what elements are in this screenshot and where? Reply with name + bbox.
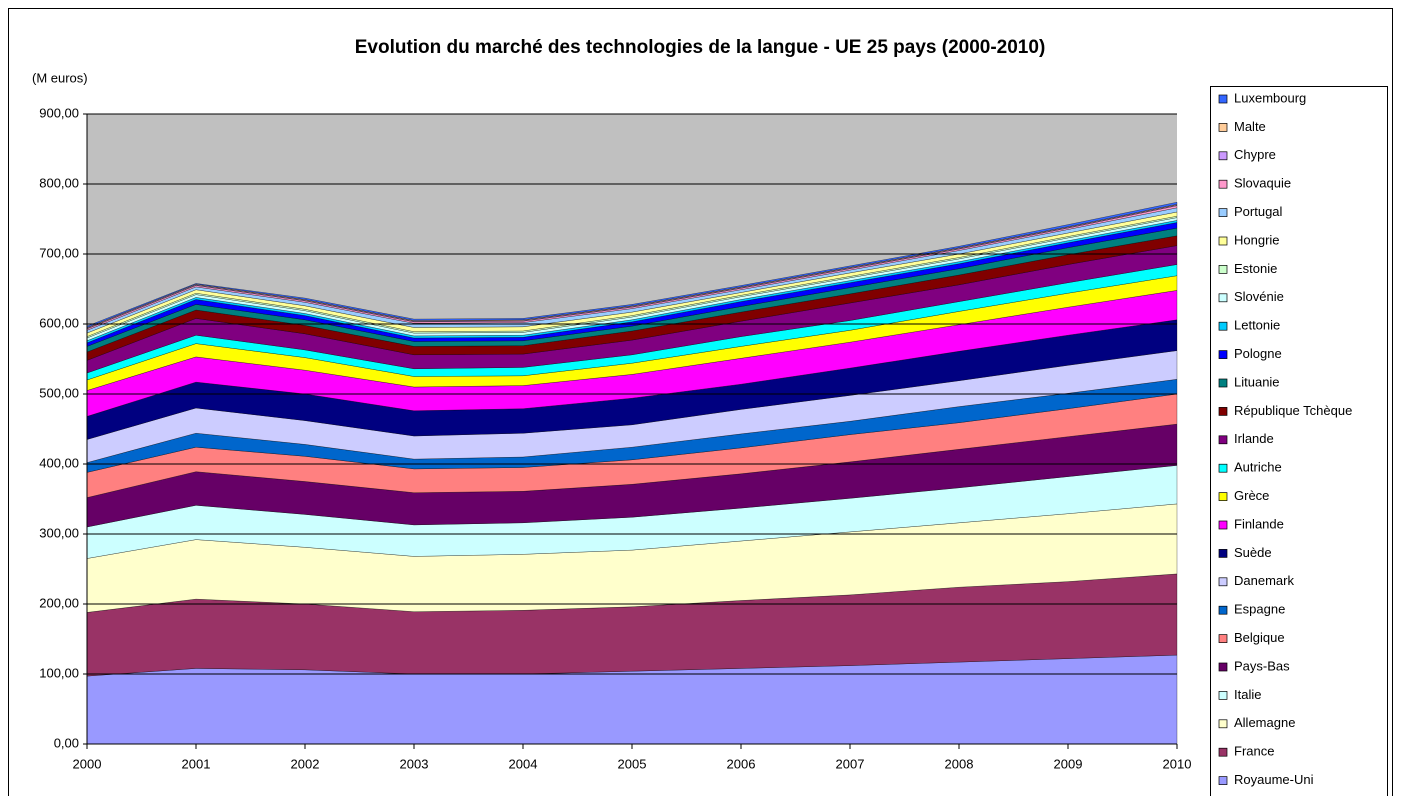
legend-swatch <box>1218 492 1228 501</box>
legend-label: Estonie <box>1234 261 1277 276</box>
legend-label: République Tchèque <box>1234 403 1352 418</box>
legend-label: Malte <box>1234 119 1266 134</box>
legend-label: Suède <box>1234 545 1272 560</box>
y-tick-label: 500,00 <box>39 385 79 400</box>
legend-label: Allemagne <box>1234 715 1295 730</box>
x-tick-label: 2008 <box>945 756 974 771</box>
legend-swatch <box>1218 662 1228 672</box>
legend-label: Slovaquie <box>1234 176 1291 191</box>
legend-label: Belgique <box>1234 630 1285 645</box>
legend-swatch <box>1218 236 1228 246</box>
legend-swatch <box>1218 94 1228 104</box>
y-tick-label: 800,00 <box>39 175 79 190</box>
legend-swatch <box>1218 549 1228 558</box>
legend-label: Grèce <box>1234 488 1269 503</box>
legend-swatch <box>1218 208 1228 217</box>
chart-title: Evolution du marché des technologies de … <box>355 37 1046 58</box>
legend-swatch <box>1218 179 1228 189</box>
legend-label: Lettonie <box>1234 318 1280 333</box>
legend-swatch <box>1218 350 1228 359</box>
x-tick-label: 2000 <box>73 756 102 771</box>
legend-label: Autriche <box>1234 460 1282 475</box>
x-tick-label: 2009 <box>1054 756 1083 771</box>
area <box>86 202 1178 328</box>
legend-swatch <box>1218 293 1228 303</box>
legend-swatch <box>1218 605 1228 615</box>
legend-swatch <box>1218 634 1228 643</box>
legend-swatch <box>1218 776 1228 785</box>
legend-label: Danemark <box>1234 573 1294 588</box>
legend-label: Finlande <box>1234 516 1284 531</box>
y-tick-label: 600,00 <box>39 315 79 330</box>
legend-swatch <box>1218 520 1228 530</box>
legend-label: Luxembourg <box>1234 90 1306 105</box>
x-tick-label: 2003 <box>400 756 429 771</box>
y-tick-label: 700,00 <box>39 245 79 260</box>
x-tick-label: 2010 <box>1163 756 1192 771</box>
y-tick-label: 400,00 <box>39 455 79 470</box>
legend-swatch <box>1218 321 1228 331</box>
legend-swatch <box>1218 463 1228 473</box>
y-axis-label: (M euros) <box>32 70 88 85</box>
y-tick-label: 200,00 <box>39 595 79 610</box>
y-tick-label: 0,00 <box>54 735 79 750</box>
legend-label: Chypre <box>1234 147 1276 162</box>
x-tick-label: 2001 <box>182 756 211 771</box>
legend-swatch <box>1218 151 1228 161</box>
legend-label: Royaume-Uni <box>1234 772 1314 787</box>
x-tick-label: 2004 <box>509 756 538 771</box>
legend-label: Pologne <box>1234 346 1282 361</box>
legend-swatch <box>1218 378 1228 388</box>
legend-label: Italie <box>1234 687 1261 702</box>
legend-swatch <box>1218 577 1228 587</box>
legend-swatch <box>1218 747 1228 757</box>
legend-label: Espagne <box>1234 602 1285 617</box>
legend-swatch <box>1218 719 1228 729</box>
legend-label: Lituanie <box>1234 374 1280 389</box>
y-tick-label: 100,00 <box>39 665 79 680</box>
legend-swatch <box>1218 123 1228 132</box>
x-tick-label: 2005 <box>618 756 647 771</box>
legend-box <box>1210 86 1388 796</box>
y-tick-label: 300,00 <box>39 525 79 540</box>
legend-label: Irlande <box>1234 431 1274 446</box>
x-tick-label: 2007 <box>836 756 865 771</box>
legend-swatch <box>1218 691 1228 700</box>
legend-swatch <box>1218 407 1228 416</box>
legend-label: Slovénie <box>1234 289 1284 304</box>
legend-label: France <box>1234 744 1274 759</box>
legend-label: Portugal <box>1234 204 1283 219</box>
legend-label: Hongrie <box>1234 232 1280 247</box>
x-tick-label: 2006 <box>727 756 756 771</box>
legend-swatch <box>1218 265 1228 274</box>
x-tick-label: 2002 <box>291 756 320 771</box>
legend-swatch <box>1218 435 1228 445</box>
legend-label: Pays-Bas <box>1234 658 1290 673</box>
y-tick-label: 900,00 <box>39 105 79 120</box>
